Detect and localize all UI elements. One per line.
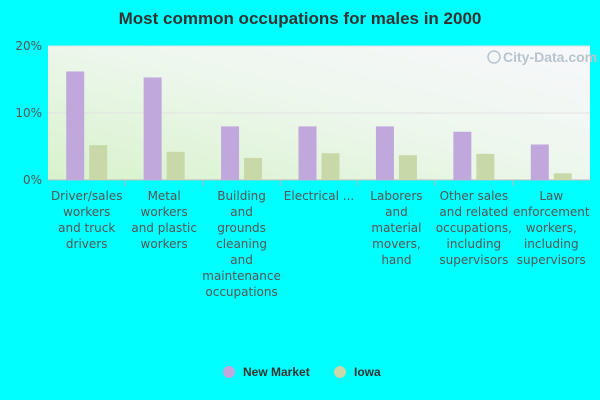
legend-swatch-iowa: [334, 366, 346, 378]
x-tick-label: Law enforcement workers, including superviso…: [513, 189, 590, 267]
bar-new-market[interactable]: [298, 126, 317, 180]
bar-new-market[interactable]: [143, 77, 162, 180]
y-tick-label: 10%: [15, 106, 42, 120]
legend-swatch-new-market: [223, 366, 235, 378]
legend-label: New Market: [243, 365, 310, 379]
x-tick-label: Metal workers and plastic workers: [131, 189, 197, 251]
bar-iowa[interactable]: [166, 151, 185, 180]
bar-iowa[interactable]: [89, 145, 108, 180]
x-tick-label: Driver/sales workers and truck drivers: [51, 189, 123, 251]
x-tick-label: Electrical ...: [284, 189, 354, 203]
watermark: City-Data.com: [487, 49, 597, 65]
x-tick-label: Laborers and material movers, hand: [370, 189, 422, 267]
legend-label: Iowa: [354, 365, 381, 379]
bar-iowa[interactable]: [398, 155, 417, 180]
watermark-globe-icon: [487, 50, 501, 64]
x-tick-label: Other sales and related occupations, includ…: [436, 189, 512, 267]
watermark-text: City-Data.com: [503, 49, 597, 65]
bar-new-market[interactable]: [530, 144, 549, 180]
bar-iowa[interactable]: [321, 153, 340, 180]
x-tick-label: Building and grounds cleaning and maintenance…: [202, 189, 281, 299]
bar-new-market[interactable]: [453, 131, 472, 180]
bar-new-market[interactable]: [66, 71, 85, 180]
bar-new-market[interactable]: [375, 126, 394, 180]
y-tick-label: 20%: [15, 39, 42, 53]
bar-iowa[interactable]: [244, 157, 263, 180]
y-tick-label: 0%: [23, 173, 42, 187]
chart-title: Most common occupations for males in 200…: [119, 9, 482, 28]
bar-new-market[interactable]: [221, 126, 240, 180]
bar-iowa[interactable]: [476, 153, 495, 180]
bar-iowa[interactable]: [553, 173, 572, 180]
